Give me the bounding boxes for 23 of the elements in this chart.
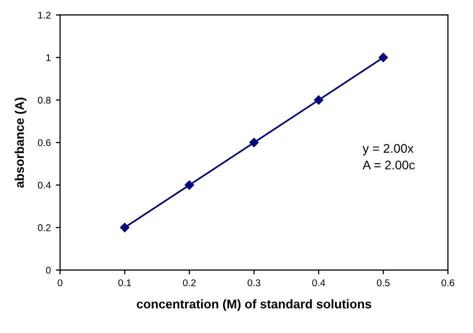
y-axis-title: absorbance (A) [14, 98, 26, 188]
y-tick-label: 0.2 [38, 224, 51, 232]
y-tick-label: 1.2 [38, 12, 51, 19]
point [378, 52, 388, 62]
x-tick-label: 0.6 [442, 279, 454, 286]
x-axis-title: concentration (M) of standard solutions [136, 299, 372, 311]
point [184, 180, 194, 190]
annotation: A = 2.00c [362, 160, 415, 170]
point [249, 138, 259, 148]
y-tick-label: 0.8 [38, 96, 51, 104]
x-tick-label: 0.1 [118, 279, 131, 286]
x-tick-label: 0.4 [312, 279, 326, 286]
x-tick-label: 0.5 [376, 279, 390, 286]
x-tick-label: 0.2 [182, 279, 196, 286]
point [120, 222, 130, 232]
y-tick-label: 0.4 [38, 182, 51, 189]
annotation: y = 2.00x [362, 144, 414, 156]
y-tick-label: 0.6 [38, 139, 51, 146]
x-tick-label: 0 [58, 279, 62, 286]
x-tick-label: 0.3 [248, 279, 260, 286]
y-tick-label: 0 [46, 266, 51, 274]
y-tick-label: 1 [46, 54, 51, 62]
point [314, 95, 324, 105]
